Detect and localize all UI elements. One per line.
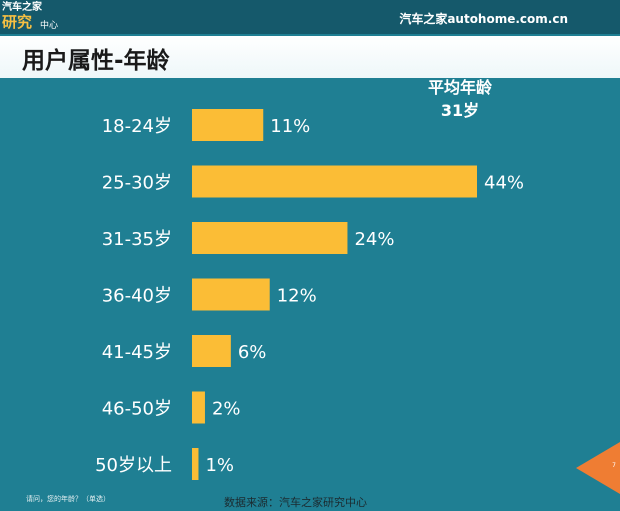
bar xyxy=(192,222,348,254)
age-bar-chart: 18-24岁 11% 25-30岁 44% 31-35岁 24% 36-40岁 12% 41-4… xyxy=(95,109,524,480)
logo-line1: 汽车之家 xyxy=(2,2,42,13)
average-age-label: 平均年龄 xyxy=(427,78,492,97)
value-label: 44% xyxy=(484,173,524,194)
bar xyxy=(192,448,199,480)
category-label: 18-24岁 xyxy=(102,116,172,137)
question-footnote: 请问，您的年龄？（单选） xyxy=(26,495,110,503)
logo-line2: 研究 xyxy=(2,13,33,31)
category-label: 41-45岁 xyxy=(102,342,172,363)
brand-name: 汽车之家autohome.com.cn xyxy=(399,12,568,26)
bar xyxy=(192,109,264,141)
title-bar: 用户属性-年龄 xyxy=(0,36,620,78)
page-flag-icon xyxy=(576,442,620,494)
bar xyxy=(192,335,231,367)
bar xyxy=(192,165,477,198)
average-age-value: 31岁 xyxy=(440,101,480,120)
category-label: 36-40岁 xyxy=(102,286,172,307)
page-title: 用户属性-年龄 xyxy=(22,48,170,74)
logo-line3: 中心 xyxy=(40,21,59,31)
research-center-logo: 汽车之家 研究 中心 xyxy=(2,2,68,32)
category-label: 31-35岁 xyxy=(102,229,172,250)
bar xyxy=(192,391,205,424)
bar xyxy=(192,278,270,311)
category-label: 50岁以上 xyxy=(95,455,172,476)
average-age-box: 平均年龄 31岁 xyxy=(400,76,520,122)
value-label: 6% xyxy=(238,342,267,363)
category-label: 25-30岁 xyxy=(102,173,172,194)
top-bar: 汽车之家 研究 中心 汽车之家autohome.com.cn xyxy=(0,0,620,34)
value-label: 24% xyxy=(354,229,394,250)
data-source: 数据来源：汽车之家研究中心 xyxy=(224,496,367,509)
page-number: 7 xyxy=(612,462,616,469)
value-label: 12% xyxy=(277,286,317,307)
value-label: 2% xyxy=(212,399,241,420)
value-label: 1% xyxy=(205,455,234,476)
category-label: 46-50岁 xyxy=(102,399,172,420)
value-label: 11% xyxy=(270,116,310,137)
